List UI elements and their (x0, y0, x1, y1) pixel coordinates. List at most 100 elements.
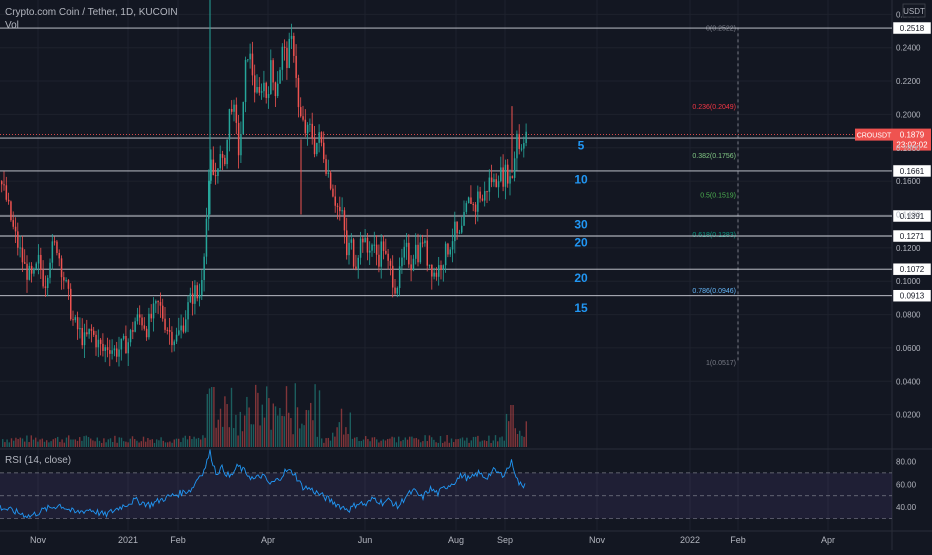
symbol-title[interactable]: Crypto.com Coin / Tether, 1D, KUCOIN (5, 7, 178, 18)
candle-body (497, 181, 500, 188)
volume-bar (472, 436, 475, 447)
volume-bar (186, 439, 189, 447)
volume-bar (424, 435, 426, 447)
volume-bar (149, 439, 151, 447)
volume-bar (327, 437, 329, 447)
candle-body (49, 262, 51, 278)
volume-bar (279, 407, 281, 447)
volume-bar (85, 435, 87, 447)
annotation-label: 15 (574, 301, 588, 315)
rsi-label[interactable]: RSI (14, close) (5, 455, 72, 466)
volume-bar (180, 442, 182, 447)
rsi-pane: 80.00 60.00 40.00 (0, 449, 917, 519)
volume-bar (204, 437, 206, 447)
volume-bar (217, 419, 219, 447)
candle-body (346, 230, 348, 256)
volume-bar (233, 428, 235, 447)
time-axis: Nov 2021 Feb Apr Jun Aug Sep Nov 2022 Feb Apr (30, 535, 835, 545)
candle-body (357, 257, 359, 269)
volume-bar (459, 438, 461, 447)
candle-body (14, 226, 17, 232)
volume-bar (252, 424, 255, 447)
volume-bar (94, 441, 96, 447)
volume-bar (17, 439, 19, 447)
volume-bar (10, 438, 13, 447)
volume-bar (402, 439, 404, 447)
candle-body (313, 137, 316, 155)
candle-body (58, 252, 60, 259)
candle-body (226, 139, 228, 165)
fib-label: 0(0.2522) (706, 25, 736, 32)
candle-body (472, 204, 474, 206)
candle-body (272, 60, 274, 83)
candle-body (7, 199, 10, 202)
volume-bar (362, 439, 365, 447)
volume-label[interactable]: Vol (5, 20, 19, 31)
candle-body (474, 204, 477, 212)
candle-body (104, 347, 106, 351)
candle-body (118, 349, 120, 357)
volume-bar (142, 436, 145, 447)
volume-bar (299, 428, 301, 447)
volume-bar (46, 440, 48, 447)
volume-bar (453, 442, 455, 447)
volume-bar (127, 442, 129, 447)
volume-bar (420, 442, 422, 447)
candle-body (187, 302, 189, 320)
volume-bar (228, 427, 230, 447)
candle-body (251, 53, 254, 76)
volume-bar (2, 439, 4, 447)
candle-body (435, 272, 438, 277)
candle-body (148, 313, 150, 338)
volume-bar (81, 440, 83, 447)
candle-body (286, 47, 288, 68)
candle-body (116, 348, 118, 357)
rsi-tick-label: 60.00 (896, 480, 917, 489)
candle-body (410, 264, 412, 271)
volume-bar (400, 441, 402, 447)
candle-body (40, 254, 42, 270)
volume-bar (193, 436, 195, 447)
volume-bar (501, 436, 503, 447)
volume-bar (114, 435, 116, 447)
volume-bar (101, 442, 103, 447)
volume-bar (145, 441, 147, 447)
candle-body (518, 133, 520, 149)
volume-bar (503, 440, 505, 447)
candle-body (513, 158, 516, 178)
candle-body (97, 339, 100, 348)
candle-body (403, 246, 405, 258)
volume-bar (79, 437, 81, 447)
volume-bar (519, 430, 521, 447)
volume-bar (483, 440, 486, 447)
volume-bar (28, 442, 30, 447)
candle-body (51, 241, 54, 263)
candle-body (143, 325, 146, 329)
candle-body (231, 108, 233, 112)
candle-body (210, 159, 212, 181)
candle-body (122, 336, 125, 339)
price-tick-label: 0.0800 (896, 311, 921, 320)
price-tick-label: 0.0200 (896, 411, 921, 420)
candle-body (35, 263, 37, 269)
candle-body (237, 122, 240, 156)
horizontal-levels: 0.25180.18580.16610.13910.12710.10720.09… (0, 21, 932, 302)
volume-bar (118, 437, 120, 447)
candle-body (185, 319, 187, 332)
volume-bar (6, 439, 8, 447)
volume-bar (105, 442, 107, 447)
volume-bar (294, 383, 296, 447)
candle-body (168, 330, 171, 332)
volume-bar (261, 404, 263, 447)
candle-body (60, 258, 63, 278)
candle-body (486, 191, 488, 193)
volume-bar (41, 438, 43, 447)
volume-bar (512, 405, 514, 447)
volume-bar (248, 407, 250, 447)
volume-bar (96, 437, 98, 447)
candle-body (316, 142, 318, 155)
level-price-tag (892, 229, 932, 243)
candle-body (224, 157, 226, 165)
